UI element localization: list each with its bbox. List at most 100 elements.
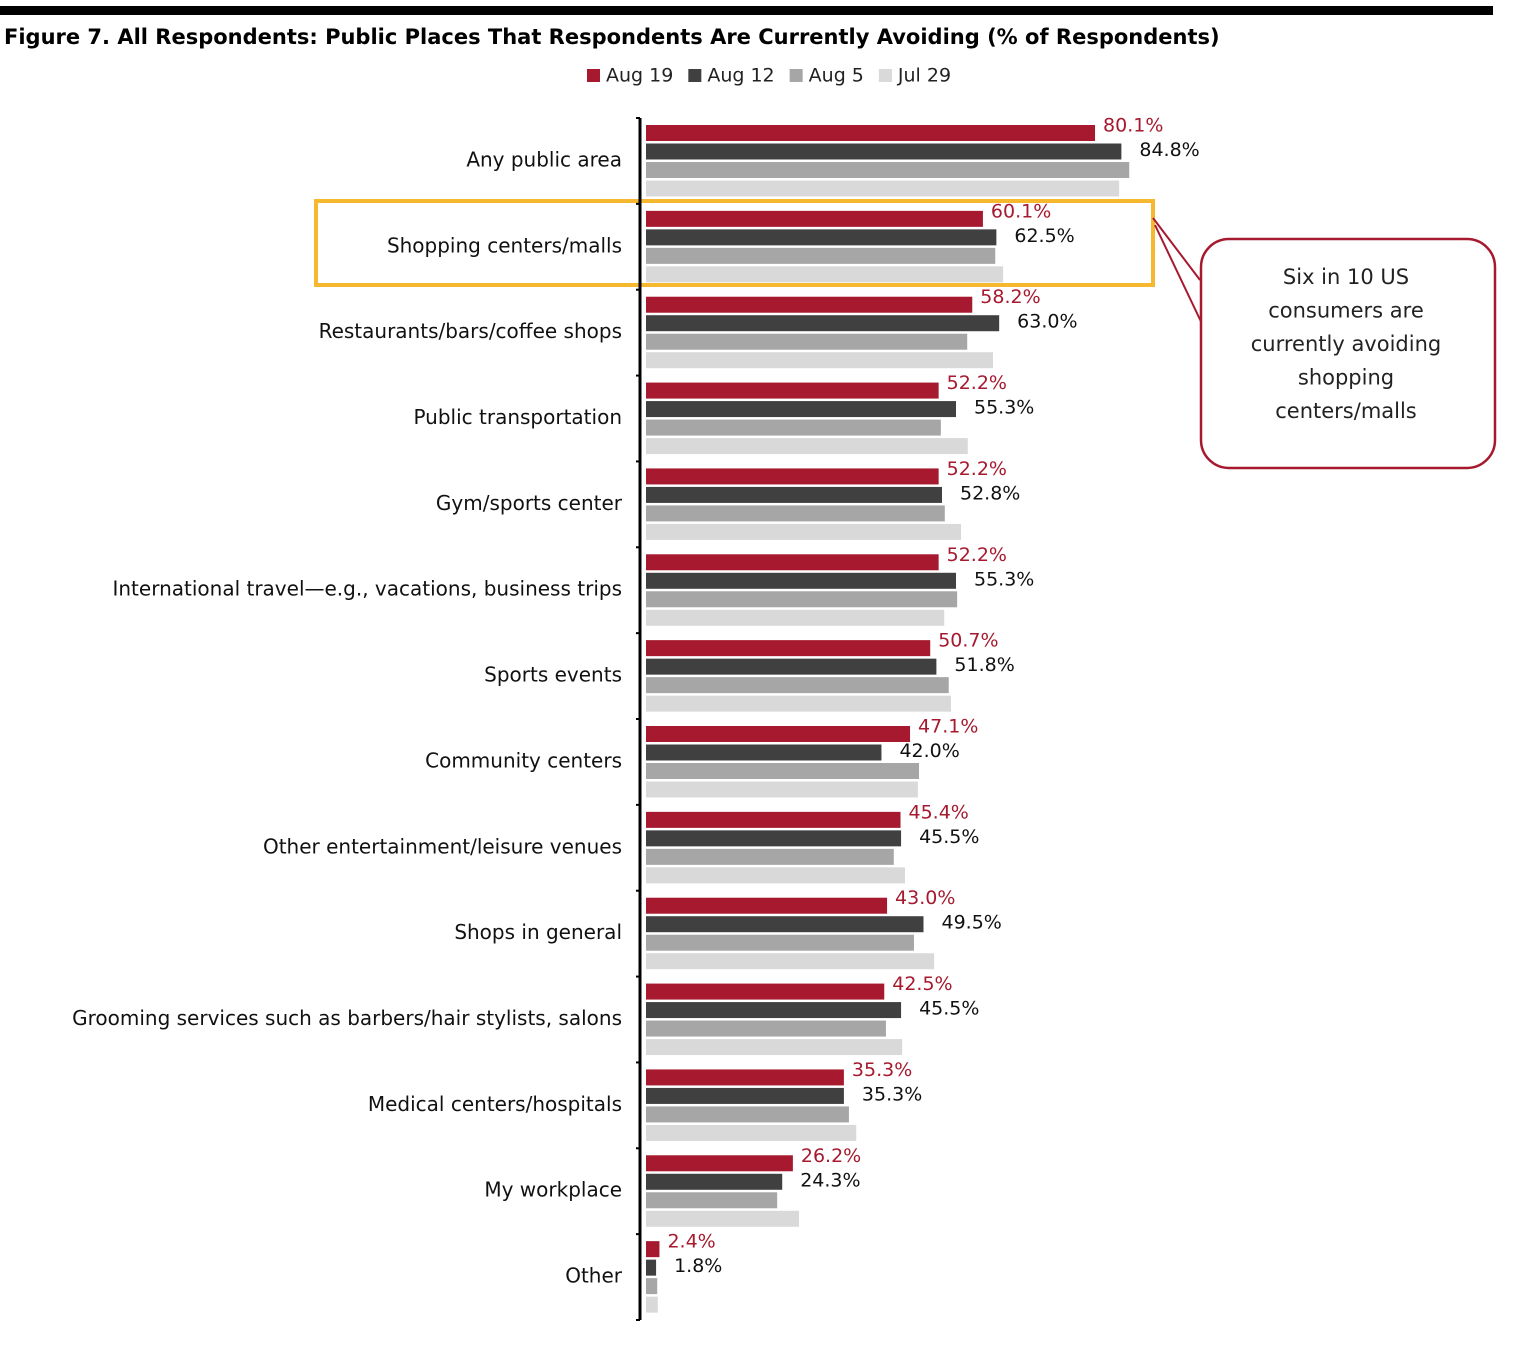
- category-label: My workplace: [484, 1178, 622, 1202]
- legend-swatch: [878, 69, 892, 82]
- bar: [646, 1020, 886, 1037]
- value-label: 52.2%: [947, 372, 1007, 394]
- bar: [646, 1124, 857, 1141]
- bar: [646, 125, 1096, 141]
- category-label: International travel—e.g., vacations, bu…: [112, 577, 622, 601]
- bar: [646, 811, 901, 828]
- bar: [646, 505, 945, 522]
- bar: [646, 781, 918, 798]
- value-label: 42.0%: [899, 740, 959, 762]
- bar: [646, 315, 1000, 332]
- legend-swatch: [789, 69, 803, 82]
- bar: [646, 658, 937, 675]
- bar: [646, 640, 931, 657]
- bar: [646, 266, 1004, 283]
- bar: [646, 419, 941, 436]
- legend-label: Aug 5: [809, 65, 864, 87]
- highlight-box: [314, 199, 1155, 287]
- value-label: 35.3%: [852, 1059, 912, 1081]
- bar: [646, 1241, 660, 1258]
- bar: [646, 763, 920, 779]
- bar: [646, 591, 958, 608]
- value-label: 35.3%: [862, 1083, 922, 1105]
- bar: [646, 867, 905, 884]
- legend-label: Jul 29: [897, 65, 951, 87]
- value-label: 42.5%: [892, 973, 952, 995]
- value-label: 1.8%: [674, 1255, 722, 1277]
- category-label: Other entertainment/leisure venues: [263, 834, 622, 858]
- bar: [646, 1039, 903, 1056]
- bar: [646, 1069, 844, 1086]
- callout-box: [1199, 237, 1497, 470]
- bar: [646, 916, 924, 933]
- value-label: 26.2%: [801, 1145, 861, 1167]
- bar: [646, 247, 996, 264]
- bar: [646, 1278, 658, 1295]
- legend-swatch: [587, 69, 600, 82]
- category-label: Grooming services such as barbers/hair s…: [72, 1006, 622, 1030]
- value-label: 49.5%: [941, 912, 1001, 934]
- value-label: 50.7%: [938, 630, 998, 652]
- bar: [646, 677, 949, 694]
- bar: [646, 1296, 658, 1313]
- bar: [646, 726, 911, 742]
- value-label: 62.5%: [1014, 225, 1074, 247]
- category-label: Sports events: [484, 663, 622, 687]
- value-label: 52.2%: [947, 544, 1007, 566]
- category-label: Other: [565, 1264, 623, 1288]
- bar: [646, 1210, 800, 1227]
- bar: [646, 1155, 793, 1172]
- bar: [646, 953, 935, 970]
- bar: [646, 1173, 783, 1190]
- category-label: Any public area: [466, 147, 622, 171]
- value-label: 45.4%: [909, 801, 969, 823]
- value-label: 84.8%: [1139, 139, 1199, 161]
- value-label: 45.5%: [919, 826, 979, 848]
- bar: [646, 333, 968, 350]
- bar: [646, 229, 997, 246]
- bar: [646, 1106, 849, 1123]
- callout-text: consumers are: [1268, 299, 1424, 323]
- value-label: 58.2%: [980, 286, 1040, 308]
- bar: [646, 572, 957, 589]
- bar: [646, 1002, 902, 1019]
- bar: [646, 180, 1120, 197]
- callout-text: currently avoiding: [1251, 332, 1441, 356]
- bar: [646, 744, 882, 761]
- top-rule: [0, 6, 1493, 15]
- bar: [646, 554, 939, 571]
- value-label: 80.1%: [1103, 115, 1163, 137]
- bar: [646, 162, 1130, 178]
- bar: [646, 897, 888, 914]
- value-label: 52.8%: [960, 482, 1020, 504]
- callout-text: centers/malls: [1275, 399, 1417, 423]
- bar: [646, 296, 973, 313]
- bar: [646, 486, 942, 503]
- value-label: 55.3%: [974, 397, 1034, 419]
- callout-text: shopping: [1298, 366, 1394, 390]
- chart-title: Figure 7. All Respondents: Public Places…: [4, 25, 1220, 49]
- bar: [646, 468, 939, 485]
- value-label: 63.0%: [1017, 311, 1077, 333]
- bar: [646, 1087, 844, 1104]
- category-label: Restaurants/bars/coffee shops: [319, 319, 622, 343]
- category-label: Shopping centers/malls: [387, 233, 622, 257]
- bar: [646, 143, 1122, 160]
- legend-label: Aug 12: [707, 65, 774, 87]
- bar: [646, 830, 902, 847]
- bar: [646, 983, 885, 1000]
- bar: [646, 523, 962, 540]
- bar: [646, 382, 939, 399]
- category-label: Shops in general: [454, 920, 622, 944]
- value-label: 52.2%: [947, 458, 1007, 480]
- callout-text: Six in 10 US: [1283, 265, 1409, 289]
- value-label: 24.3%: [800, 1169, 860, 1191]
- bar: [646, 934, 914, 951]
- bar: [646, 848, 894, 865]
- value-label: 2.4%: [667, 1231, 715, 1253]
- legend-label: Aug 19: [606, 65, 673, 87]
- value-label: 51.8%: [954, 654, 1014, 676]
- category-label: Public transportation: [413, 405, 622, 429]
- bar: [646, 210, 983, 227]
